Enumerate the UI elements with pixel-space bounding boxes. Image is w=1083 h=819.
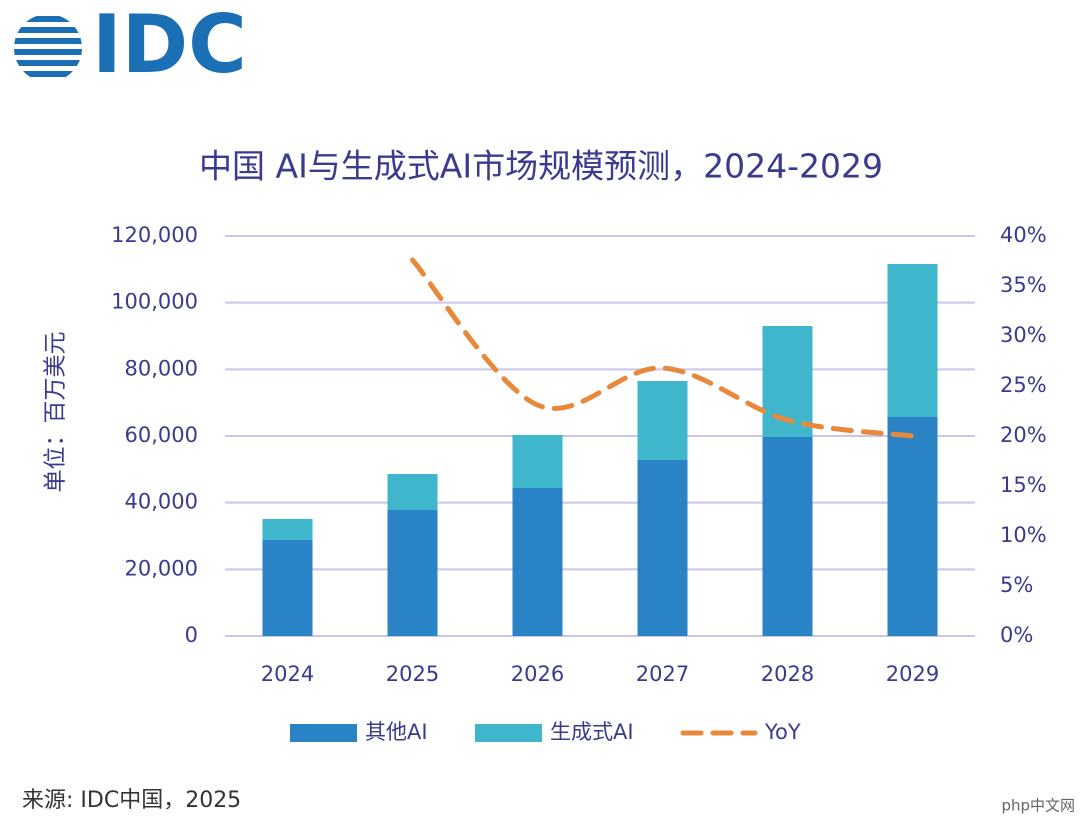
bar xyxy=(387,510,438,636)
bar xyxy=(387,474,438,510)
chart-title: 中国 AI与生成式AI市场规模预测，2024-2029 xyxy=(199,147,883,186)
legend-label: 其他AI xyxy=(365,720,428,744)
y-tick-label: 20,000 xyxy=(125,556,198,580)
bar xyxy=(762,437,813,636)
source: 来源: IDC中国，2025 xyxy=(22,788,241,813)
x-tick-label: 2027 xyxy=(636,662,689,686)
y2-tick-label: 0% xyxy=(1000,623,1033,647)
y2-tick-label: 5% xyxy=(1000,573,1033,597)
logo-text: IDC xyxy=(92,0,247,91)
y2-tick-label: 15% xyxy=(1000,473,1047,497)
y2-tick-label: 10% xyxy=(1000,523,1047,547)
bar xyxy=(637,381,688,460)
logo-mark xyxy=(14,16,82,77)
legend-label: YoY xyxy=(764,720,801,744)
y2-tick-label: 25% xyxy=(1000,373,1047,397)
watermark: php中文网 xyxy=(1001,797,1075,815)
x-tick-label: 2026 xyxy=(511,662,564,686)
y2-tick-label: 30% xyxy=(1000,323,1047,347)
bar xyxy=(262,540,313,636)
x-tick-label: 2029 xyxy=(886,662,939,686)
y-tick-label: 60,000 xyxy=(125,423,198,447)
y-tick-label: 40,000 xyxy=(125,490,198,514)
y-axis-label: 单位：百万美元 xyxy=(43,332,69,493)
y2-tick-label: 20% xyxy=(1000,423,1047,447)
y-tick-label: 120,000 xyxy=(111,223,198,247)
bar xyxy=(637,460,688,636)
bar xyxy=(887,417,938,636)
bar xyxy=(887,264,938,417)
x-tick-label: 2025 xyxy=(386,662,439,686)
legend-swatch xyxy=(290,724,357,742)
x-tick-label: 2024 xyxy=(261,662,314,686)
y2-tick-label: 35% xyxy=(1000,273,1047,297)
y-tick-label: 80,000 xyxy=(125,356,198,380)
line xyxy=(410,257,915,439)
y-tick-label: 0 xyxy=(185,623,198,647)
x-tick-label: 2028 xyxy=(761,662,814,686)
y-tick-label: 100,000 xyxy=(111,290,198,314)
bar xyxy=(262,519,313,540)
legend-label: 生成式AI xyxy=(550,720,634,744)
bar xyxy=(512,488,563,636)
bar xyxy=(512,435,563,488)
legend-swatch xyxy=(475,724,542,742)
y2-tick-label: 40% xyxy=(1000,223,1047,247)
